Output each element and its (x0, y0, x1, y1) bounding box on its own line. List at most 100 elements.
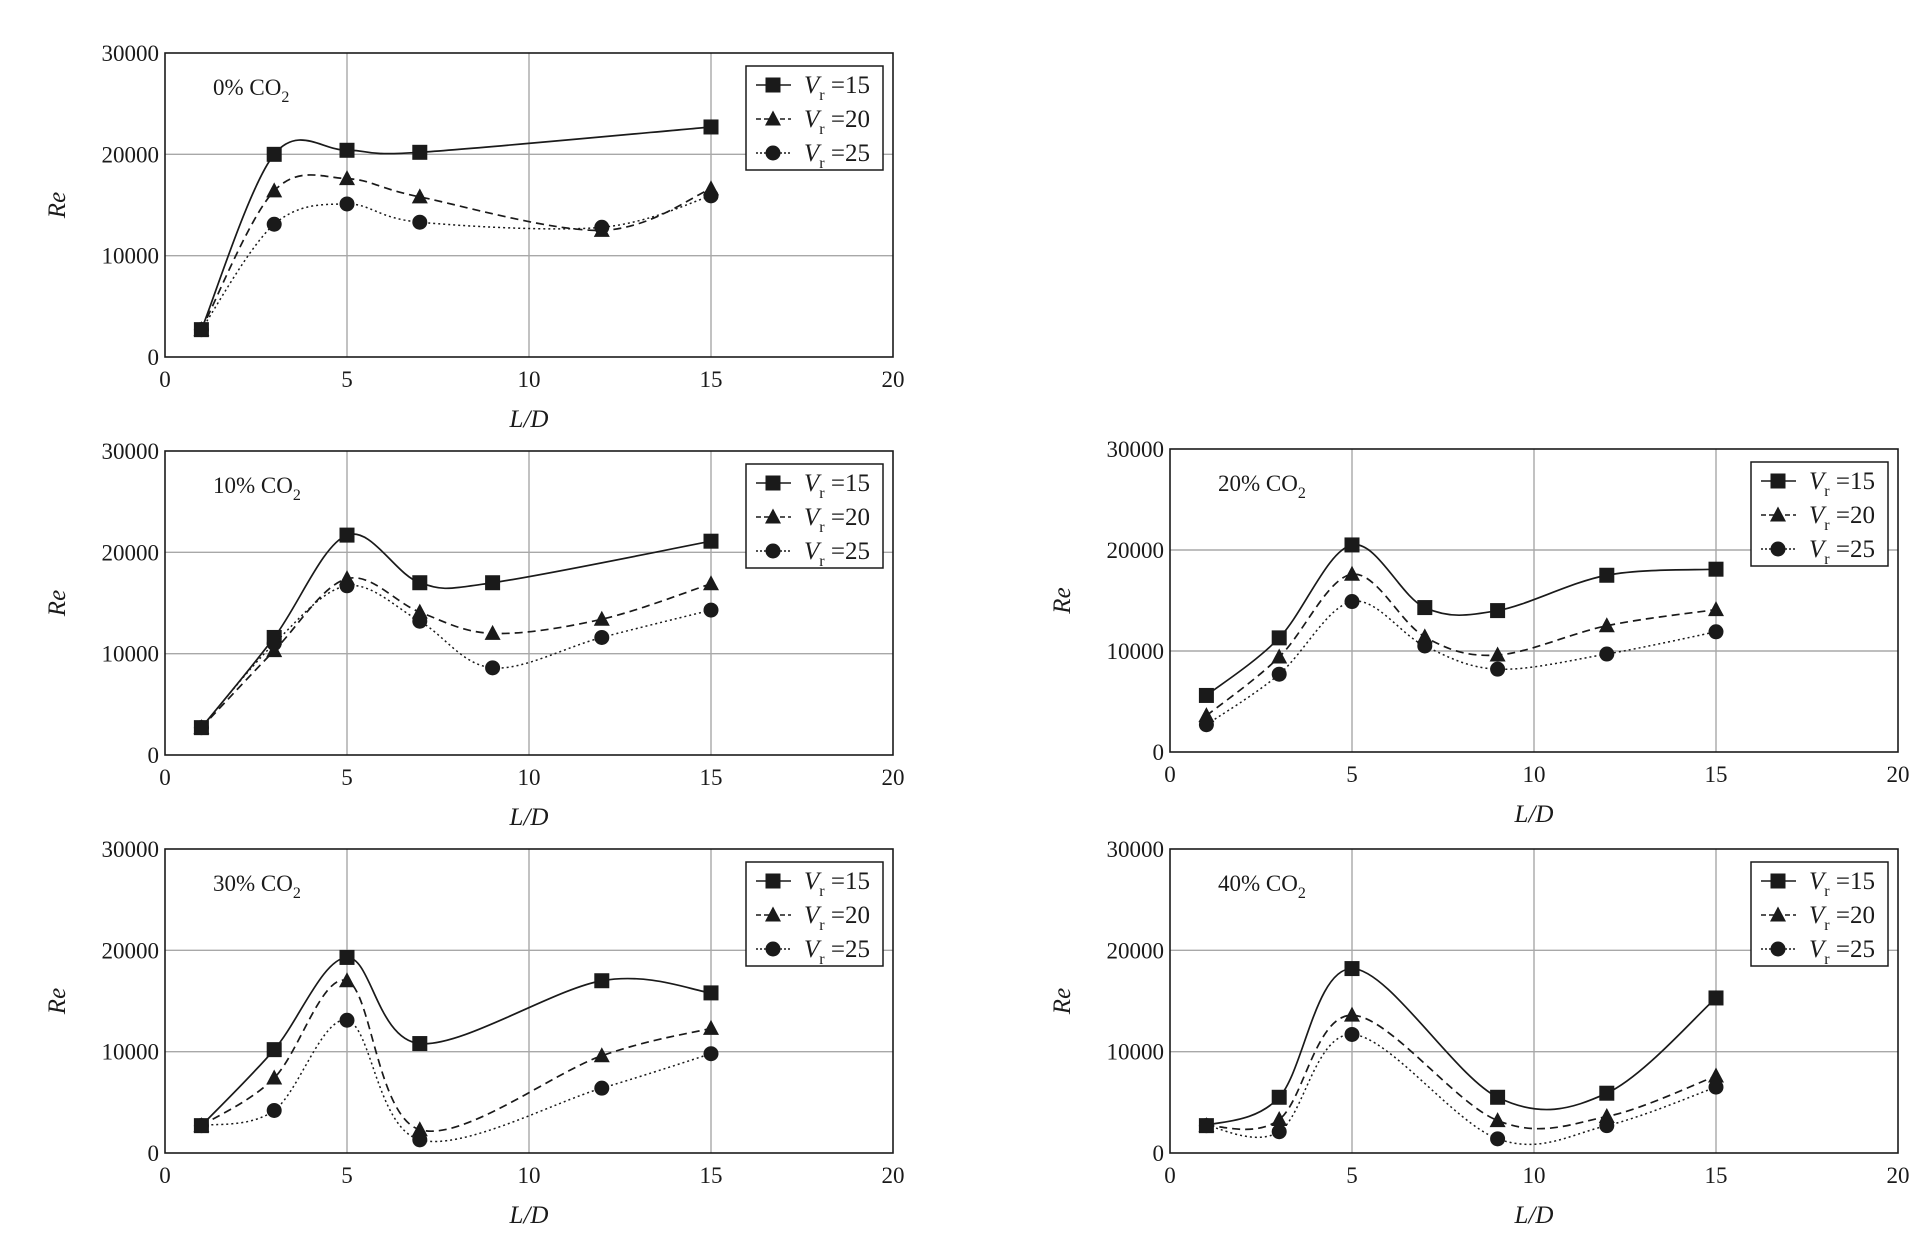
data-point-circle (1198, 1118, 1214, 1134)
legend-marker-triangle (765, 906, 781, 922)
legend-label: Vr =15 (804, 868, 870, 900)
data-point-triangle (1344, 1006, 1360, 1022)
legend-marker-triangle (1770, 506, 1786, 522)
x-tick-label: 5 (1346, 1163, 1358, 1188)
data-point-triangle (411, 1121, 428, 1137)
legend-marker-triangle (765, 508, 781, 524)
data-point-circle (1599, 646, 1615, 662)
data-point-square (266, 1042, 282, 1058)
data-point-square (1708, 990, 1724, 1006)
data-point-circle (1198, 717, 1214, 733)
y-tick-label: 0 (148, 743, 160, 768)
y-tick-label: 30000 (102, 837, 160, 862)
data-point-circle (266, 636, 282, 652)
legend-marker-triangle (1770, 906, 1786, 922)
legend-label: Vr =20 (804, 106, 870, 138)
data-point-circle (412, 214, 428, 230)
x-tick-label: 0 (1164, 1163, 1176, 1188)
data-point-circle (1417, 638, 1433, 654)
data-point-circle (1344, 594, 1360, 610)
x-tick-label: 5 (1346, 762, 1358, 787)
x-tick-label: 20 (882, 367, 905, 392)
data-point-square (1599, 1085, 1615, 1101)
x-tick-label: 15 (700, 1163, 723, 1188)
chart-panel-1: 0 5 10 15 20 0 10000 20000 30000 L/D Re 10% CO2 Vr =… (44, 439, 905, 831)
legend-label: Vr =15 (1809, 868, 1875, 900)
y-tick-label: 0 (148, 1141, 160, 1166)
data-point-square (1708, 561, 1724, 577)
data-point-square (1271, 1089, 1287, 1105)
chart-panel-0: 0 5 10 15 20 0 10000 20000 30000 L/D Re 0% CO2 Vr =1… (44, 41, 905, 433)
data-point-circle (594, 629, 610, 645)
legend-label: Vr =15 (1809, 468, 1875, 500)
y-tick-label: 10000 (102, 1040, 160, 1065)
y-tick-label: 30000 (1107, 437, 1165, 462)
legend-label: Vr =20 (804, 902, 870, 934)
x-axis-title: L/D (509, 804, 549, 831)
x-tick-label: 15 (700, 367, 723, 392)
series-line-Vr=20 (200, 174, 712, 331)
data-point-circle (412, 613, 428, 629)
panel-label: 10% CO2 (213, 473, 301, 504)
x-tick-label: 5 (341, 1163, 353, 1188)
data-point-circle (703, 602, 719, 618)
data-point-square (1271, 630, 1287, 646)
data-point-circle (1599, 1118, 1615, 1134)
x-tick-label: 20 (882, 1163, 905, 1188)
y-axis-title: Re (44, 192, 71, 219)
x-tick-label: 20 (1887, 762, 1910, 787)
legend-marker-circle (765, 145, 781, 161)
data-point-circle (1490, 1131, 1506, 1147)
data-point-square (1344, 961, 1360, 977)
y-axis-title: Re (1049, 988, 1076, 1015)
data-point-triangle (1598, 1108, 1615, 1124)
data-point-square (412, 1036, 428, 1052)
series-line-Vr=25 (200, 195, 712, 331)
data-point-circle (1490, 661, 1506, 677)
y-tick-label: 10000 (1107, 1040, 1165, 1065)
data-point-square (485, 575, 501, 591)
legend-marker-square (1770, 473, 1786, 489)
y-tick-label: 10000 (102, 244, 160, 269)
chart-panel-2: 0 5 10 15 20 0 10000 20000 30000 L/D Re 20% CO2 Vr =… (1049, 437, 1910, 828)
legend-label: Vr =25 (804, 538, 870, 570)
data-point-triangle (266, 1069, 283, 1085)
legend-label: Vr =25 (1809, 536, 1875, 568)
legend-label: Vr =20 (1809, 902, 1875, 934)
y-tick-label: 0 (1153, 1141, 1165, 1166)
series-line-Vr=20 (200, 979, 712, 1132)
data-point-circle (193, 720, 209, 736)
data-point-triangle (484, 624, 501, 640)
data-point-circle (1271, 1124, 1287, 1140)
data-point-circle (1344, 1026, 1360, 1042)
data-point-triangle (266, 182, 283, 198)
data-point-square (1344, 537, 1360, 553)
legend-marker-circle (765, 543, 781, 559)
data-point-triangle (1489, 1112, 1506, 1128)
legend-marker-circle (1770, 541, 1786, 557)
y-tick-label: 20000 (102, 938, 160, 963)
data-point-triangle (593, 610, 610, 626)
data-point-circle (339, 1012, 355, 1028)
legend-label: Vr =20 (1809, 502, 1875, 534)
x-tick-label: 20 (882, 765, 905, 790)
y-tick-label: 20000 (102, 142, 160, 167)
data-point-circle (266, 216, 282, 232)
x-axis-title: L/D (509, 406, 549, 433)
x-axis-title: L/D (509, 1202, 549, 1229)
data-point-circle (339, 196, 355, 212)
data-point-circle (703, 188, 719, 204)
data-point-square (1599, 567, 1615, 583)
data-point-triangle (411, 188, 428, 204)
data-point-square (703, 533, 719, 549)
data-point-circle (485, 660, 501, 676)
y-axis-title: Re (44, 988, 71, 1015)
data-point-square (703, 985, 719, 1001)
legend-label: Vr =25 (804, 936, 870, 968)
y-tick-label: 20000 (102, 540, 160, 565)
legend-marker-square (765, 873, 781, 889)
data-point-circle (703, 1046, 719, 1062)
x-tick-label: 10 (518, 367, 541, 392)
x-tick-label: 5 (341, 765, 353, 790)
legend-label: Vr =25 (1809, 936, 1875, 968)
